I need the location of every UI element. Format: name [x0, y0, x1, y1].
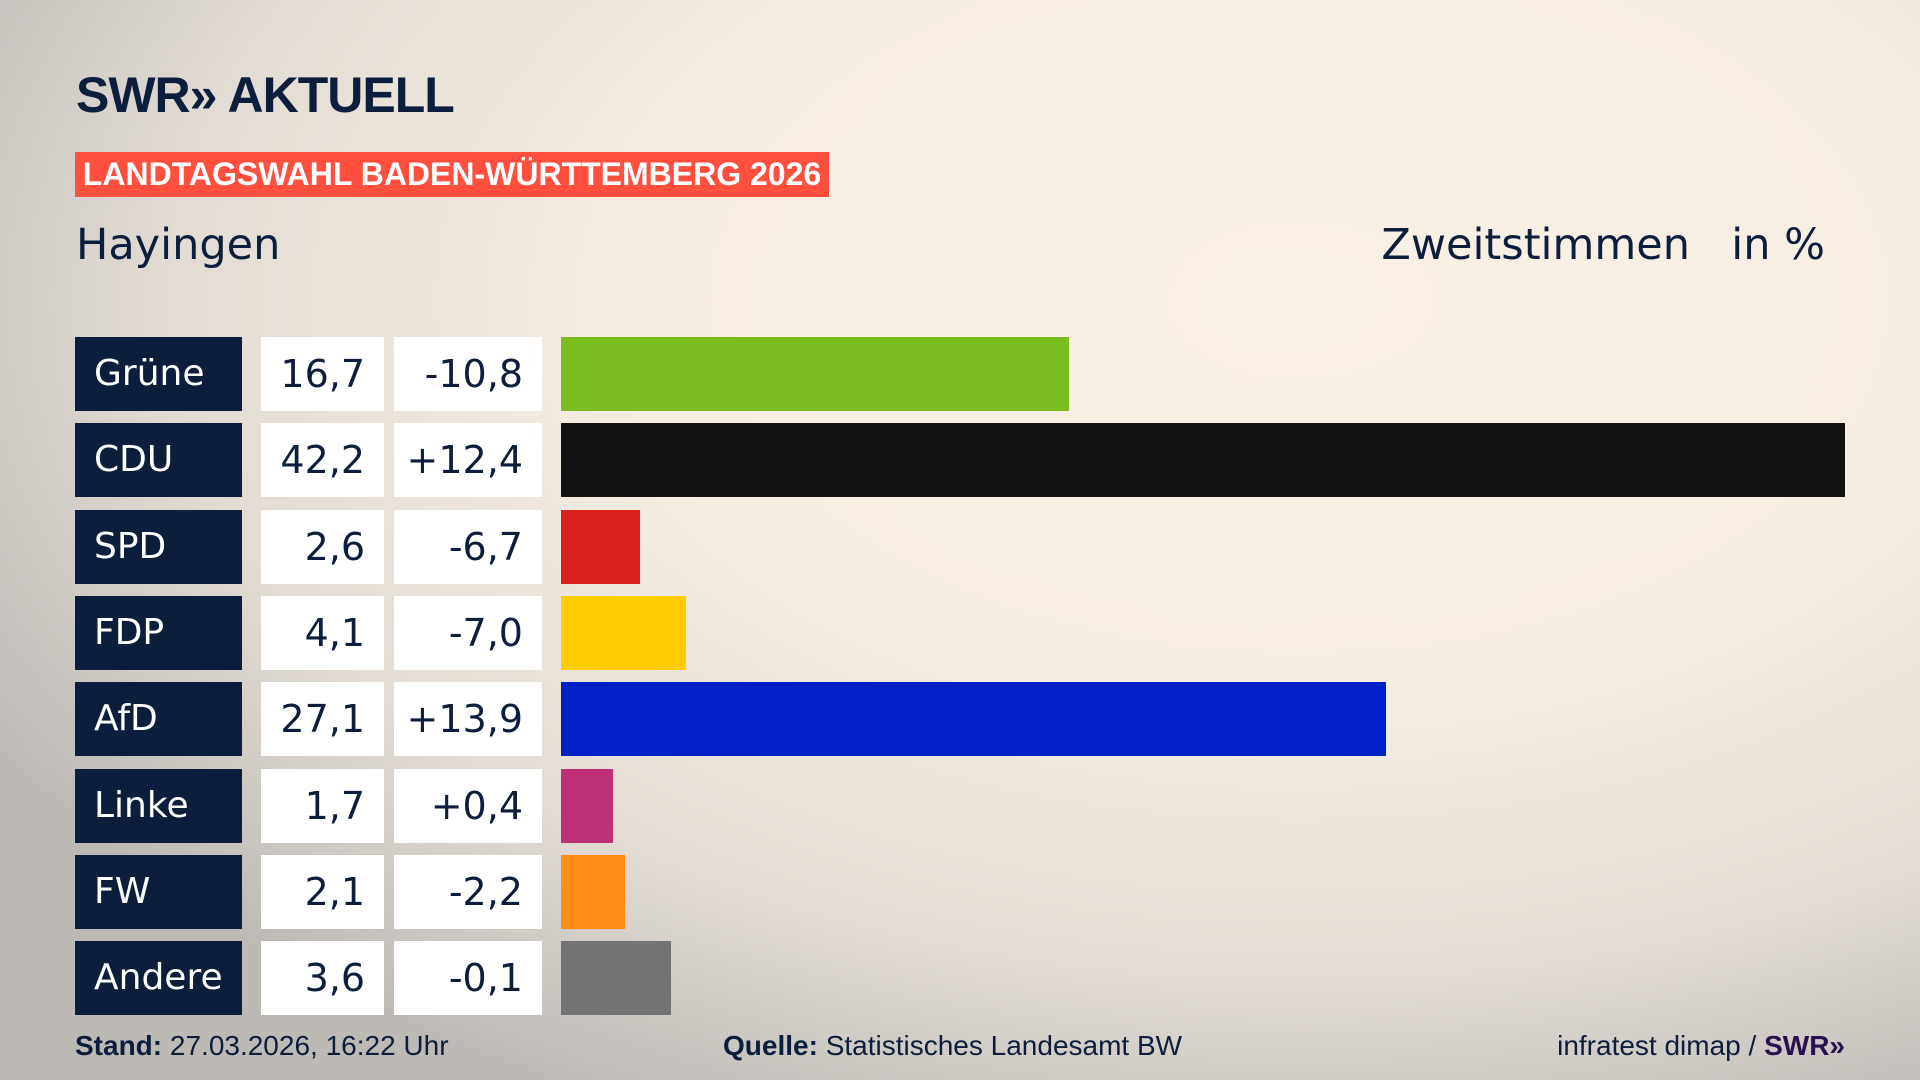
- unit-label: in %: [1731, 220, 1825, 270]
- party-label: FW: [75, 854, 242, 929]
- value-label: 27,1: [261, 682, 384, 757]
- source-label: Quelle:: [723, 1030, 818, 1061]
- value-label: 2,1: [261, 854, 384, 929]
- swr-aktuell-logo: SWR» AKTUELL: [76, 67, 455, 123]
- value-label: 3,6: [261, 941, 384, 1016]
- party-label: SPD: [75, 509, 242, 584]
- source-value: Statistisches Landesamt BW: [817, 1030, 1183, 1061]
- diff-label: +12,4: [394, 423, 542, 498]
- metric-label: Zweitstimmen: [1381, 220, 1690, 270]
- value-label: 4,1: [261, 595, 384, 670]
- diff-label: -10,8: [394, 337, 542, 411]
- credit-text: infratest dimap / SWR»: [1557, 1030, 1845, 1062]
- value-label: 2,6: [261, 509, 384, 584]
- bar-afd: [561, 682, 1386, 757]
- diff-label: +0,4: [394, 768, 542, 843]
- party-label: Linke: [75, 768, 242, 843]
- bar-grüne: [561, 337, 1070, 411]
- election-banner: LANDTAGSWAHL BADEN-WÜRTTEMBERG 2026: [75, 152, 829, 197]
- diff-label: -2,2: [394, 854, 542, 929]
- credit-label: infratest dimap /: [1557, 1030, 1765, 1061]
- stand-text: Stand: 27.03.2026, 16:22 Uhr: [75, 1030, 449, 1062]
- value-label: 42,2: [261, 423, 384, 498]
- place-title: Hayingen: [76, 220, 281, 270]
- stand-value: 27.03.2026, 16:22 Uhr: [162, 1030, 449, 1061]
- party-label: AfD: [75, 682, 242, 757]
- bar-linke: [561, 768, 613, 843]
- diff-label: -6,7: [394, 509, 542, 584]
- bar-spd: [561, 509, 641, 584]
- bar-fdp: [561, 595, 686, 670]
- party-label: FDP: [75, 595, 242, 670]
- diff-label: +13,9: [394, 682, 542, 757]
- swr-logo: SWR»: [1764, 1030, 1845, 1061]
- value-label: 1,7: [261, 768, 384, 843]
- value-label: 16,7: [261, 337, 384, 411]
- stand-label: Stand:: [75, 1030, 163, 1061]
- party-label: Andere: [75, 941, 242, 1016]
- party-label: Grüne: [75, 337, 242, 411]
- bar-fw: [561, 854, 625, 929]
- bar-cdu: [561, 423, 1845, 498]
- source-text: Quelle: Statistisches Landesamt BW: [723, 1030, 1182, 1062]
- diff-label: -0,1: [394, 941, 542, 1016]
- bar-andere: [561, 941, 671, 1016]
- party-label: CDU: [75, 423, 242, 498]
- diff-label: -7,0: [394, 595, 542, 670]
